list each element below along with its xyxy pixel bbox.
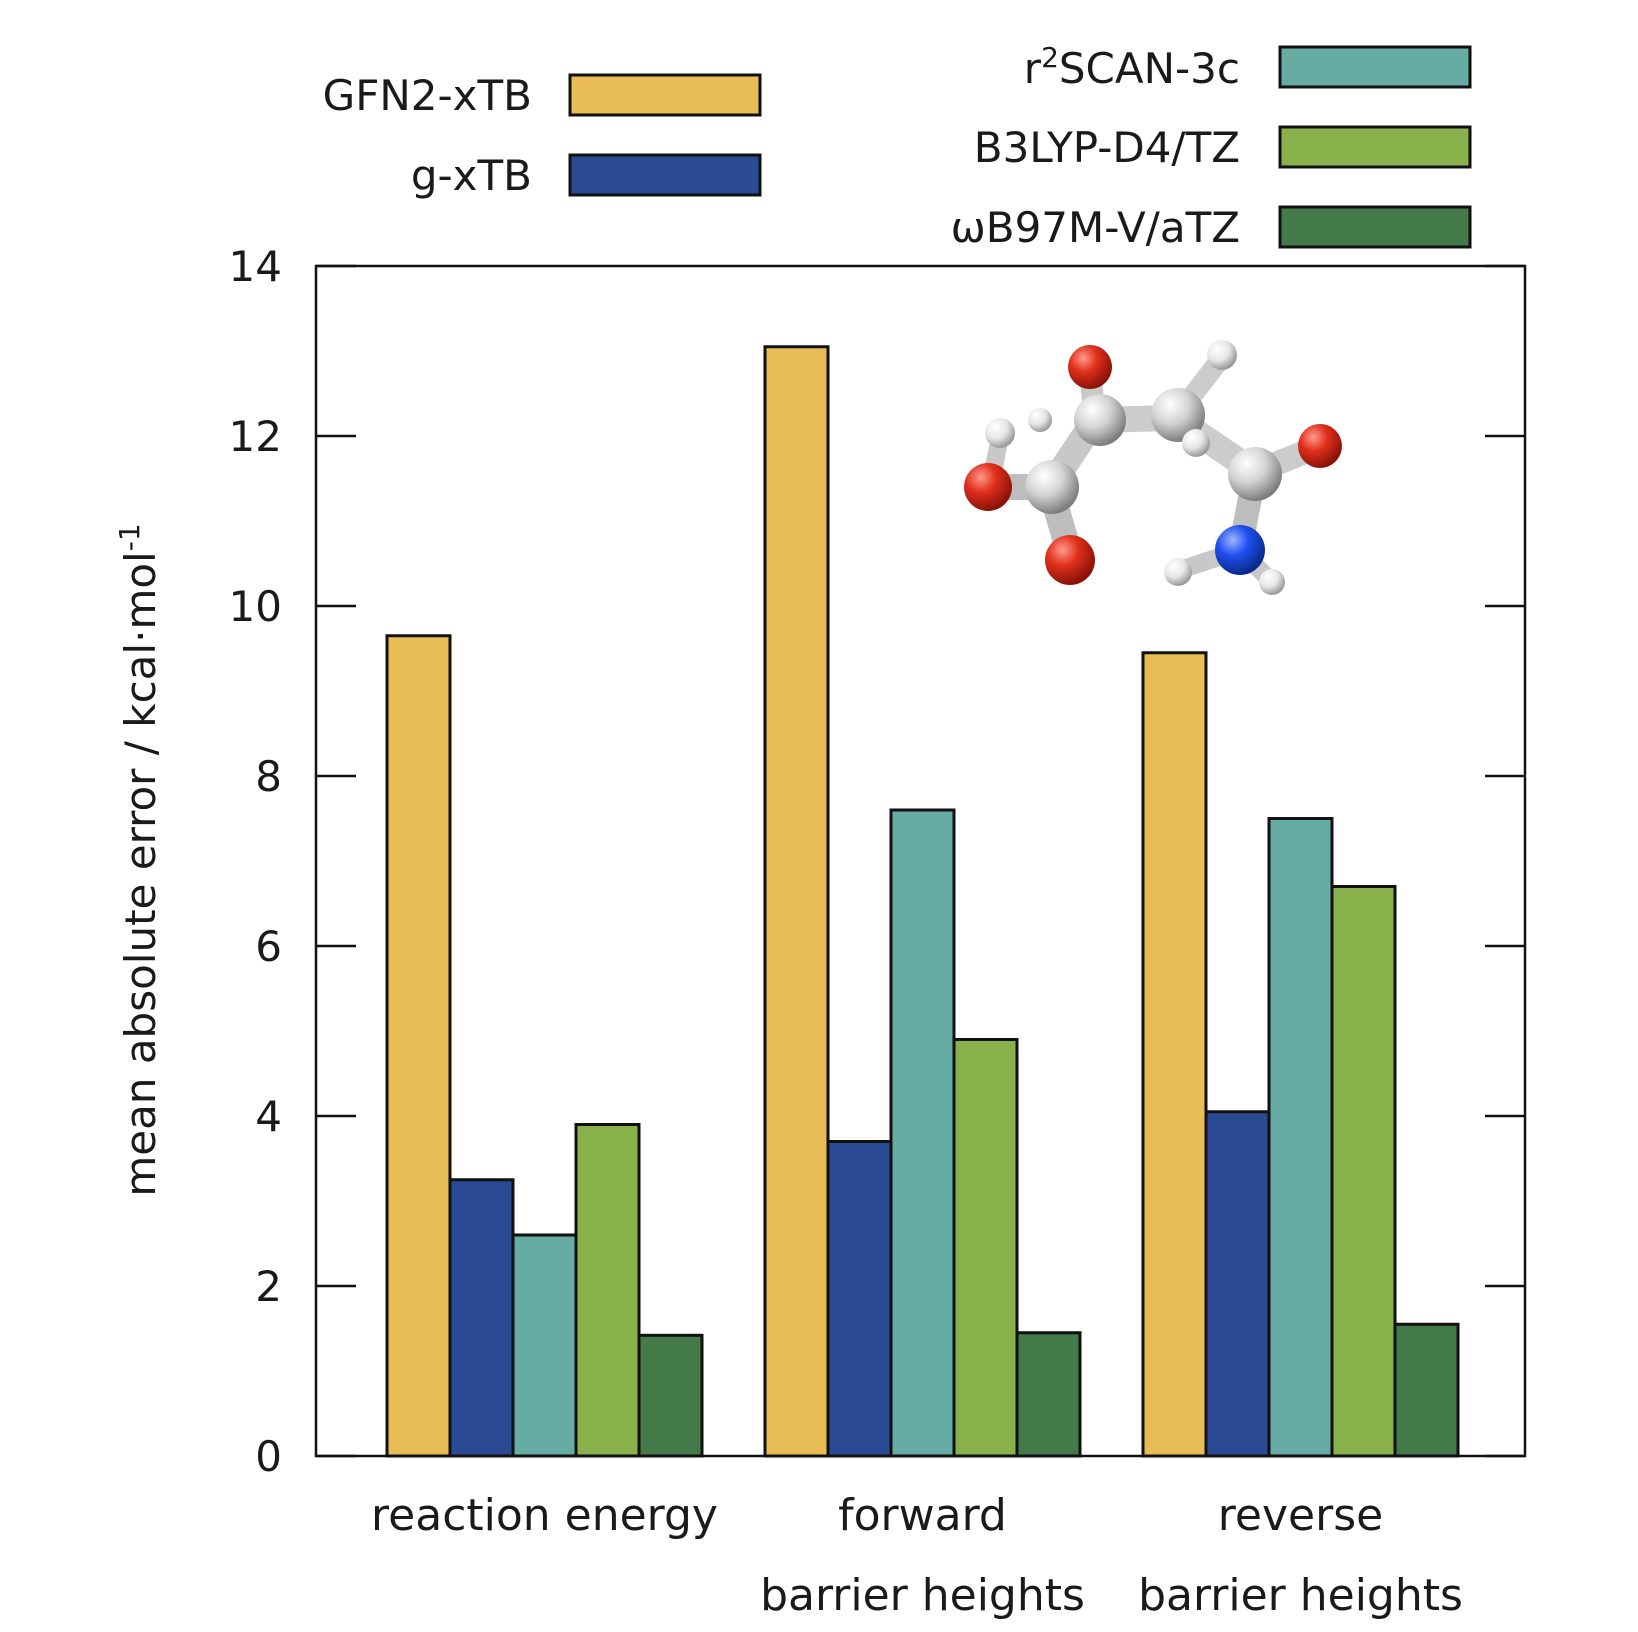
bar-g-xtb-0 <box>448 1178 515 1458</box>
bar--b97m-v-atz-1 <box>1015 1331 1082 1458</box>
bar--b97m-v-atz-2 <box>1393 1322 1460 1458</box>
nitrogen-atom <box>1215 525 1265 575</box>
bar-b3lyp-d4-tz-2 <box>1330 885 1397 1458</box>
x-category-label: reaction energy <box>371 1490 718 1541</box>
bar-r2scan-3c-2 <box>1267 817 1334 1458</box>
hydrogen-atom <box>985 418 1015 448</box>
plot-frame <box>314 264 1527 1458</box>
molecule-inset <box>964 340 1342 595</box>
bar-b3lyp-d4-tz-0 <box>574 1123 641 1458</box>
hydrogen-atom <box>1028 408 1052 432</box>
molecule-atoms <box>964 340 1342 595</box>
y-axis-ticks: 0 2 4 6 8 10 12 14 <box>229 242 1525 1481</box>
y-tick-label: 14 <box>229 242 282 291</box>
oxygen-atom <box>1298 424 1342 468</box>
y-tick-label: 2 <box>255 1262 282 1311</box>
bar-gfn2-xtb-2 <box>1141 651 1208 1458</box>
carbon-atom <box>1151 388 1205 442</box>
hydrogen-atom <box>1207 340 1237 370</box>
legend-swatch <box>1278 205 1472 249</box>
bar-gfn2-xtb-0 <box>385 634 452 1458</box>
y-tick-label: 8 <box>255 752 282 801</box>
oxygen-atom <box>1045 535 1095 585</box>
x-category-label: reverse <box>1218 1490 1383 1541</box>
y-tick-label: 0 <box>255 1432 282 1481</box>
legend-label: g-xTB <box>411 151 532 200</box>
legend: GFN2-xTB g-xTB r2SCAN-3c B3LYP-D4/TZ ωB9… <box>323 41 1472 252</box>
legend-item-gfn2-xtb: GFN2-xTB <box>323 71 762 120</box>
legend-label: ωB97M-V/aTZ <box>951 203 1240 252</box>
hydrogen-atom <box>1182 429 1210 457</box>
legend-swatch <box>568 73 762 117</box>
y-tick-label: 12 <box>229 412 282 461</box>
hydrogen-atom <box>1259 569 1285 595</box>
legend-item-r2scan-3c: r2SCAN-3c <box>1024 41 1472 94</box>
hydrogen-atom <box>1164 558 1192 586</box>
bar-r2scan-3c-1 <box>889 808 956 1458</box>
y-axis-title: mean absolute error / kcal·mol-1 <box>113 523 166 1196</box>
carbon-atom <box>1228 447 1282 501</box>
legend-swatch <box>568 153 762 197</box>
bar-r2scan-3c-0 <box>511 1233 578 1458</box>
carbon-atom <box>1025 460 1079 514</box>
y-tick-label: 6 <box>255 922 282 971</box>
legend-item-b3lyp-d4-tz: B3LYP-D4/TZ <box>974 123 1472 172</box>
legend-label: GFN2-xTB <box>323 71 532 120</box>
bar-g-xtb-1 <box>826 1140 893 1458</box>
y-tick-label: 10 <box>229 582 282 631</box>
legend-swatch <box>1278 45 1472 89</box>
x-category-label: barrier heights <box>760 1570 1085 1621</box>
legend-swatch <box>1278 125 1472 169</box>
oxygen-atom <box>1068 345 1112 389</box>
bar-g-xtb-2 <box>1204 1110 1271 1458</box>
bar-gfn2-xtb-1 <box>763 345 830 1458</box>
legend-item-g-xtb: g-xTB <box>411 151 762 200</box>
x-category-label: forward <box>838 1490 1007 1541</box>
bar-b3lyp-d4-tz-1 <box>952 1038 1019 1458</box>
x-axis-categories: reaction energy forward barrier heights rev… <box>371 1490 1463 1621</box>
bar--b97m-v-atz-0 <box>637 1333 704 1458</box>
bars <box>385 345 1460 1458</box>
legend-label: B3LYP-D4/TZ <box>974 123 1240 172</box>
legend-label: r2SCAN-3c <box>1024 41 1240 94</box>
legend-item-wb97m-v-atz: ωB97M-V/aTZ <box>951 203 1472 252</box>
oxygen-atom <box>964 463 1012 511</box>
carbon-atom <box>1074 394 1126 446</box>
y-tick-label: 4 <box>255 1092 282 1141</box>
x-category-label: barrier heights <box>1138 1570 1463 1621</box>
